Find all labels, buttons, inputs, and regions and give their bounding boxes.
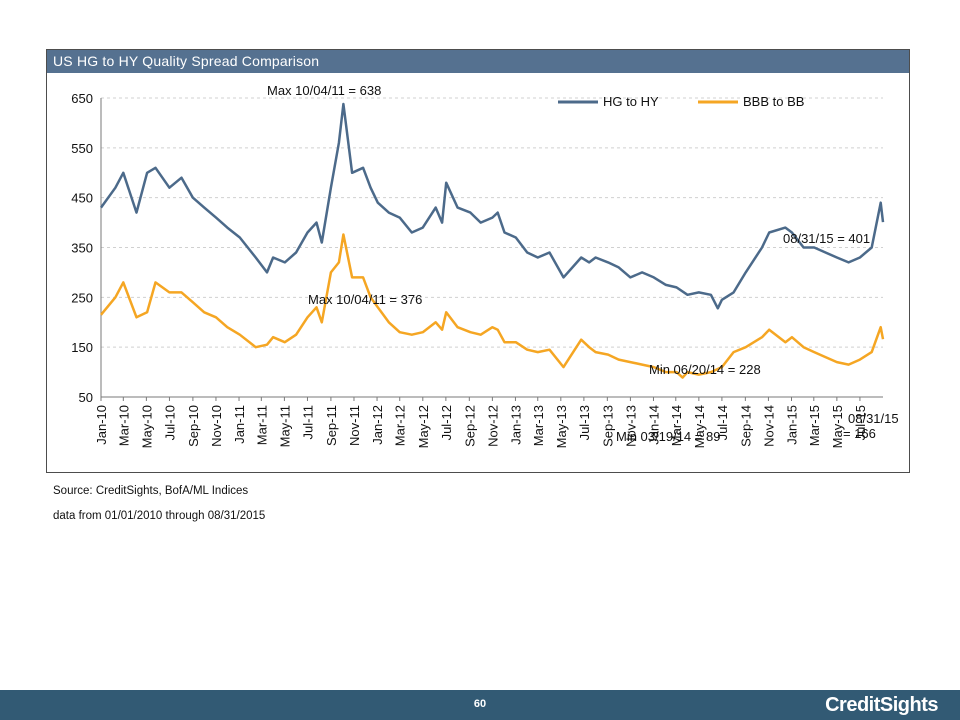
grid-lines [101,97,883,348]
x-tick-label: Jul-15 [853,405,868,440]
x-tick-label: May-15 [830,405,845,448]
x-tick-label: Jan-13 [508,405,523,445]
legend: HG to HY BBB to BB [558,94,804,109]
source-note: Source: CreditSights, BofA/ML Indices [53,485,249,497]
y-tick-label: 550 [71,141,93,156]
x-tick-label: Nov-14 [761,405,776,447]
y-tick-label: 350 [71,241,93,256]
x-tick-label: Jul-14 [715,405,730,440]
x-tick-label: May-12 [416,405,431,448]
annotation-hg-max: Max 10/04/11 = 638 [267,83,381,98]
x-tick-label: Mar-10 [116,405,131,446]
x-tick-label: Sep-14 [738,405,753,447]
annotations: Max 10/04/11 = 638 Max 10/04/11 = 376 08… [267,83,899,444]
spread-line-chart: 50 150 250 350 450 550 650 Jan-10 Mar-10 May-10 Ju… [71,83,899,448]
footer-bar: 60 CreditSights [0,690,960,720]
x-tick-label: Jan-14 [646,405,661,445]
legend-label-bbb-to-bb: BBB to BB [743,94,804,109]
data-range-note: data from 01/01/2010 through 08/31/2015 [53,510,266,522]
creditsights-logo: CreditSights [825,694,938,716]
y-tick-label: 650 [71,91,93,106]
x-tick-label: May-10 [139,405,154,448]
series-line-hg-to-hy [99,102,885,310]
plot-area: 50 150 250 350 450 550 650 Jan-10 Mar-10 May-10 Ju… [53,75,909,472]
x-tick-label: Jan-12 [370,405,385,445]
x-tick-label: Mar-14 [669,405,684,446]
y-tick-label: 50 [79,390,93,405]
x-tick-label: Sep-10 [186,405,201,447]
x-tick-label: Jul-10 [162,405,177,440]
x-tick-label: Jan-11 [232,405,247,444]
x-tick-label: Jul-12 [439,405,454,440]
chart-header: US HG to HY Quality Spread Comparison [47,50,909,73]
annotation-hg-min: Min 06/20/14 = 228 [649,362,761,377]
annotation-bbb-last-line2: = 166 [843,426,876,441]
series-line-bbb-to-bb [100,233,885,379]
x-tick-label: Nov-11 [347,405,362,446]
x-tick-label: Mar-13 [531,405,546,446]
x-tick-label: Nov-12 [485,405,500,447]
y-tick-label: 250 [71,290,93,305]
x-tick-label: Mar-15 [807,405,822,446]
x-tick-label: Sep-13 [600,405,615,447]
annotation-hg-last: 08/31/15 = 401 [783,231,870,246]
x-tick-label: Mar-12 [393,405,408,446]
x-tick-label: May-11 [277,405,292,447]
axes: 50 150 250 350 450 550 650 Jan-10 Mar-10 May-10 Ju… [71,91,883,448]
x-tick-label: Mar-11 [254,405,269,445]
chart-frame: US HG to HY Quality Spread Comparison 50… [46,49,910,473]
x-tick-label: Jan-15 [784,405,799,445]
x-tick-label: Jul-13 [577,405,592,440]
annotation-bbb-max: Max 10/04/11 = 376 [308,292,422,307]
annotation-bbb-last-line1: 08/31/15 [848,411,899,426]
x-tick-label: Jan-10 [94,405,109,445]
x-tick-label: Jul-11 [300,405,315,439]
series-lines [99,102,885,379]
annotation-bbb-min: Min 03/19/14 = 89 [616,429,720,444]
x-tick-label: Sep-12 [462,405,477,447]
x-tick-label: May-13 [554,405,569,448]
chart-title: US HG to HY Quality Spread Comparison [53,53,320,69]
x-tick-label: Nov-13 [623,405,638,447]
y-tick-label: 450 [71,191,93,206]
legend-label-hg-to-hy: HG to HY [603,94,659,109]
x-tick-label: Nov-10 [209,405,224,447]
x-tick-label: Sep-11 [324,405,339,446]
page-number: 60 [473,698,487,710]
y-tick-label: 150 [71,340,93,355]
x-tick-label: May-14 [692,405,707,448]
